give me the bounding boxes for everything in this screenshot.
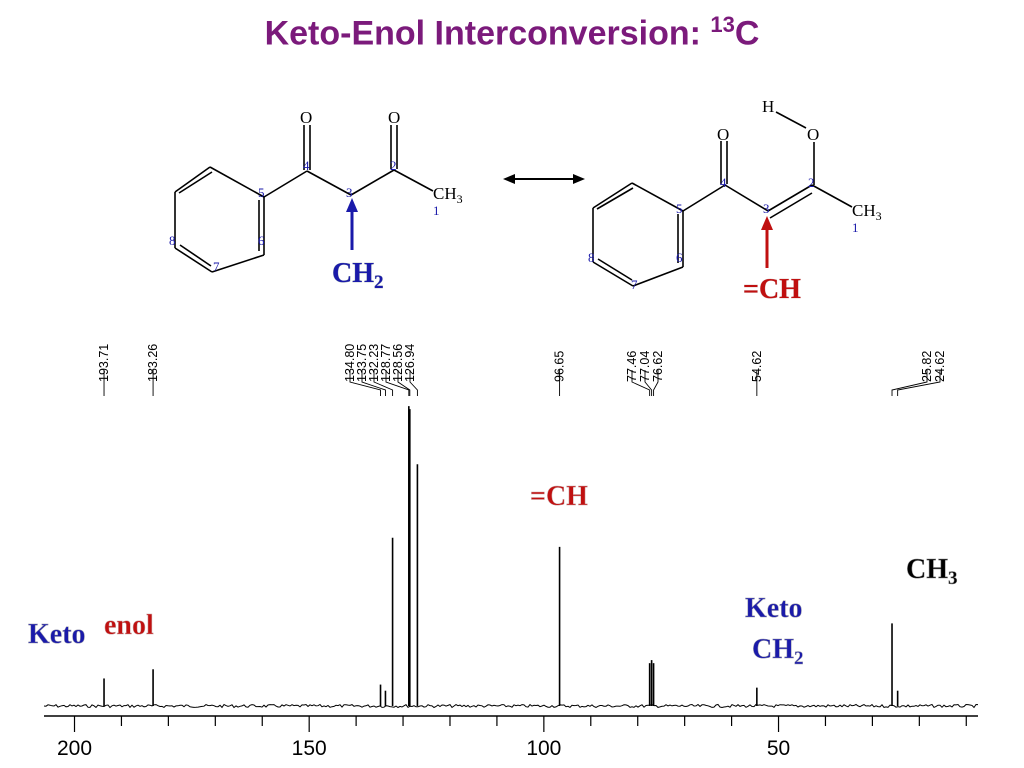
keto-number-3: 3 xyxy=(346,185,353,200)
enol-ch-annotation: =CH xyxy=(530,481,588,512)
enol-oxygen-b: O xyxy=(717,125,729,144)
peak-label: 96.65 xyxy=(553,351,567,382)
enol-number-3: 3 xyxy=(763,201,770,216)
keto-ch2-label: CH2 xyxy=(332,258,384,293)
enol-ch3: CH3 xyxy=(852,201,882,223)
enol-number-4: 4 xyxy=(720,175,727,190)
keto-number-8: 8 xyxy=(169,233,176,248)
peak-label: 128.77 xyxy=(379,344,393,382)
enol-number-8: 8 xyxy=(588,250,595,265)
peak-label: 183.26 xyxy=(146,344,160,382)
peak-label: 77.46 xyxy=(625,351,639,382)
keto-oxygen-a: O xyxy=(300,108,312,127)
keto-number-2: 2 xyxy=(390,158,397,173)
peak-label-leader xyxy=(385,370,410,396)
keto-structure xyxy=(174,125,434,273)
peak-label-leader xyxy=(631,370,651,396)
keto-carbonyl-annotation: Keto xyxy=(28,619,86,650)
peak-label-leader xyxy=(644,370,653,396)
peak-label: 133.75 xyxy=(355,344,369,382)
peak-labels: 193.71 183.26 134.80133.75132.23128.77128.… xyxy=(97,344,947,382)
enol-number-2: 2 xyxy=(808,175,815,190)
peak-label-leader xyxy=(409,370,418,396)
peak-label: 76.62 xyxy=(651,351,665,382)
peak-label: 128.56 xyxy=(391,344,405,382)
x-axis-tick-label: 150 xyxy=(292,737,327,760)
keto-oxygen-b: O xyxy=(388,108,400,127)
enol-ch-arrow xyxy=(761,216,773,268)
enol-number-5: 5 xyxy=(676,201,683,216)
enol-carbonyl-annotation: enol xyxy=(104,610,154,641)
peak-label: 54.62 xyxy=(750,351,764,382)
peak-label: 132.23 xyxy=(367,344,381,382)
enol-number-1: 1 xyxy=(852,220,859,235)
peak-label: 77.04 xyxy=(638,351,652,382)
enol-number-7: 7 xyxy=(631,277,638,292)
slide-title: Keto-Enol Interconversion: 13C xyxy=(0,12,1024,53)
x-axis-tick-label: 50 xyxy=(767,737,790,760)
keto-number-1: 1 xyxy=(433,203,440,218)
ch3-annotation: CH3 xyxy=(906,554,958,589)
peak-label-leader xyxy=(361,370,386,396)
nmr-spectrum xyxy=(43,406,979,709)
peak-label-leader xyxy=(349,370,381,396)
double-headed-arrow-icon xyxy=(503,174,585,184)
peak-label: 24.62 xyxy=(933,351,947,382)
peak-label-leader xyxy=(397,370,411,396)
title-text-end: C xyxy=(734,14,760,53)
title-superscript: 13 xyxy=(710,12,735,37)
enol-structure xyxy=(592,111,853,287)
enol-ch-label: =CH xyxy=(743,274,801,305)
enol-number-6: 6 xyxy=(676,250,683,265)
peak-label-leader xyxy=(653,370,659,396)
peak-label-leader xyxy=(897,370,941,396)
peak-label: 134.80 xyxy=(343,344,357,382)
keto-number-7: 7 xyxy=(213,259,220,274)
keto-ch2-annotation-line1: Keto xyxy=(745,593,803,624)
peak-label: 193.71 xyxy=(97,344,111,382)
keto-number-4: 4 xyxy=(303,158,310,173)
x-axis: 200 150 100 50 xyxy=(44,715,978,760)
peak-label-leader xyxy=(891,370,928,396)
keto-ch3: CH3 xyxy=(433,184,463,206)
peak-label: 126.94 xyxy=(403,344,417,382)
enol-hydrogen: H xyxy=(762,97,774,116)
title-text: Keto-Enol Interconversion: xyxy=(264,14,711,53)
enol-oxygen-a: O xyxy=(807,125,819,144)
keto-ch2-arrow xyxy=(346,198,358,250)
keto-ch2-annotation-line2: CH2 xyxy=(752,634,804,669)
keto-number-6: 6 xyxy=(258,233,265,248)
peak-label-leader xyxy=(373,370,394,396)
x-axis-tick-label: 200 xyxy=(57,737,92,760)
peak-label-leaders xyxy=(103,370,941,396)
x-axis-tick-label: 100 xyxy=(526,737,561,760)
keto-number-5: 5 xyxy=(258,185,265,200)
spectrum-baseline xyxy=(43,703,979,709)
peak-label: 25.82 xyxy=(920,351,934,382)
